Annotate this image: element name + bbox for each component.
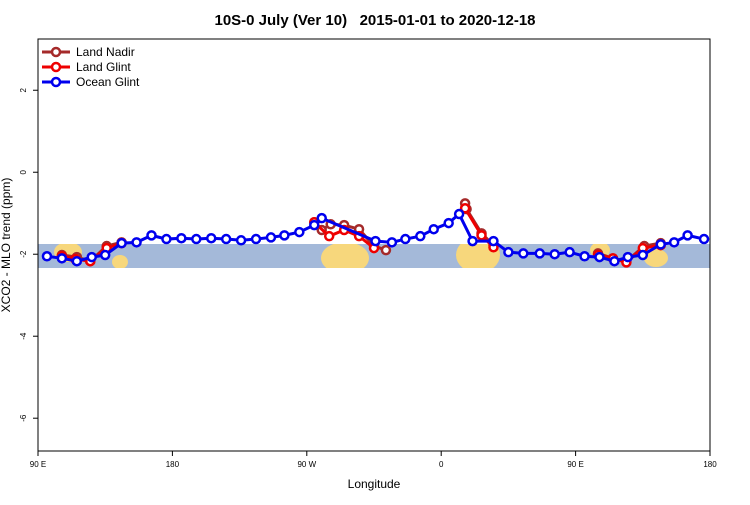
point bbox=[549, 248, 560, 260]
point bbox=[428, 223, 439, 235]
point bbox=[116, 237, 127, 249]
x-tick-label: 90 E bbox=[30, 460, 46, 469]
y-tick-label: 2 bbox=[19, 87, 28, 92]
point bbox=[386, 237, 398, 248]
point bbox=[609, 255, 620, 267]
point bbox=[71, 255, 83, 267]
point bbox=[235, 235, 247, 246]
point bbox=[316, 212, 327, 224]
legend-label: Land Nadir bbox=[76, 45, 135, 59]
point bbox=[459, 203, 471, 214]
point bbox=[131, 237, 142, 248]
legend-label: Land Glint bbox=[76, 60, 131, 74]
point bbox=[655, 239, 666, 250]
point bbox=[503, 246, 514, 258]
legend-label: Ocean Glint bbox=[76, 75, 140, 89]
point bbox=[400, 233, 411, 245]
point bbox=[265, 232, 277, 243]
point bbox=[161, 233, 172, 245]
point bbox=[488, 235, 499, 247]
point bbox=[176, 232, 187, 244]
point bbox=[682, 230, 693, 241]
point bbox=[453, 208, 465, 220]
x-tick-label: 180 bbox=[703, 460, 717, 469]
point bbox=[220, 233, 232, 245]
x-axis-label: Longitude bbox=[348, 477, 401, 491]
legend-marker bbox=[50, 76, 62, 88]
plot-frame bbox=[37, 38, 711, 452]
point bbox=[637, 249, 649, 261]
point bbox=[309, 219, 320, 231]
point bbox=[698, 233, 710, 245]
point bbox=[205, 232, 217, 244]
y-axis-label: XCO2 - MLO trend (ppm) bbox=[0, 178, 13, 313]
legend-marker bbox=[50, 61, 62, 73]
point bbox=[443, 217, 454, 229]
y-tick-label: -2 bbox=[19, 250, 28, 258]
legend-marker bbox=[50, 46, 62, 58]
point bbox=[467, 235, 478, 247]
point bbox=[191, 233, 202, 245]
point bbox=[86, 251, 98, 263]
point bbox=[146, 230, 157, 241]
point bbox=[564, 246, 575, 258]
point bbox=[380, 244, 392, 256]
y-tick-label: -4 bbox=[19, 332, 28, 340]
point bbox=[250, 233, 262, 245]
point bbox=[41, 251, 53, 262]
point bbox=[56, 253, 68, 264]
point bbox=[323, 230, 335, 242]
point bbox=[476, 230, 487, 241]
x-tick-label: 90 W bbox=[297, 460, 316, 469]
y-tick-label: -6 bbox=[19, 414, 28, 422]
point bbox=[99, 249, 111, 261]
point bbox=[518, 248, 529, 259]
point bbox=[534, 248, 546, 259]
point bbox=[668, 237, 680, 248]
point bbox=[294, 226, 305, 238]
point bbox=[415, 230, 426, 242]
x-tick-label: 90 E bbox=[567, 460, 583, 469]
y-tick-label: 0 bbox=[19, 169, 28, 174]
point bbox=[594, 251, 605, 263]
point bbox=[579, 251, 590, 262]
x-tick-label: 180 bbox=[166, 460, 180, 469]
x-tick-label: 0 bbox=[439, 460, 444, 469]
point bbox=[622, 251, 634, 263]
point bbox=[279, 230, 290, 241]
point bbox=[370, 235, 381, 247]
chart-title: 10S-0 July (Ver 10) 2015-01-01 to 2020-1… bbox=[214, 12, 535, 29]
